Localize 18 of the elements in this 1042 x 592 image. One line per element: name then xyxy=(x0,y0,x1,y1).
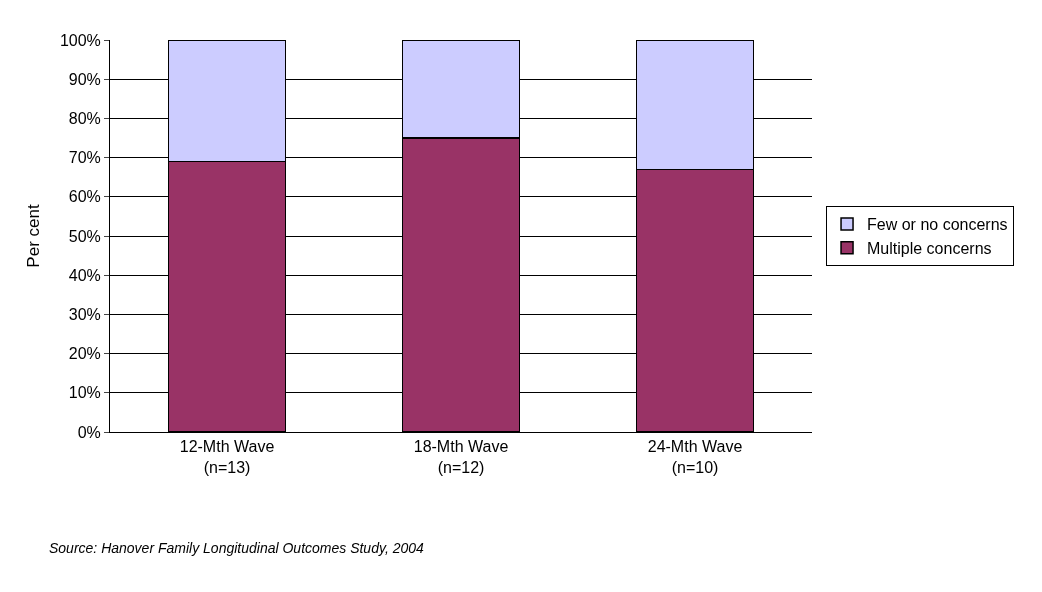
y-tick-label: 40% xyxy=(68,266,101,284)
y-tick-label: 10% xyxy=(68,384,101,402)
y-tick-label: 50% xyxy=(68,227,101,245)
legend-label: Multiple concerns xyxy=(867,239,992,257)
y-tick-label: 30% xyxy=(68,306,101,323)
y-tick-label: 80% xyxy=(68,110,101,127)
y-tick-label: 90% xyxy=(68,70,101,88)
y-tick-label: 20% xyxy=(68,345,101,363)
x-tick-label: 12-Mth Wave (n=13) xyxy=(179,438,275,476)
y-tick-label: 100% xyxy=(59,31,101,49)
legend-label: Few or no concerns xyxy=(867,216,1008,234)
source-note: Source: Hanover Family Longitudinal Outcomes Study, 2004 xyxy=(49,540,425,556)
y-tick-label: 70% xyxy=(68,149,101,167)
y-tick-label: 0% xyxy=(77,423,101,441)
y-tick-label: 60% xyxy=(68,188,101,206)
y-axis-title: Per cent xyxy=(24,204,44,268)
x-tick-label: 24-Mth Wave (n=10) xyxy=(647,438,743,476)
x-tick-label: 18-Mth Wave (n=12) xyxy=(413,438,509,476)
